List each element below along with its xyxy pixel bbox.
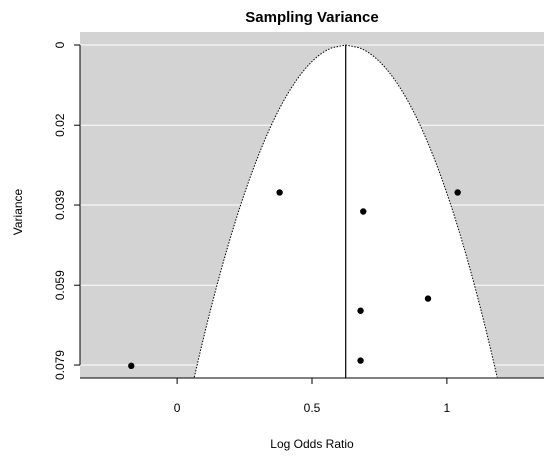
x-tick-label-2: 1 — [444, 401, 451, 415]
x-axis: 0 0.5 1 — [80, 377, 544, 415]
y-tick-label-2: 0.039 — [53, 190, 67, 220]
x-tick-label-0: 0 — [174, 401, 181, 415]
chart-title: Sampling Variance — [245, 9, 378, 26]
study-point-4 — [454, 189, 461, 196]
study-point-5 — [424, 295, 432, 302]
x-axis-label: Log Odds Ratio — [270, 437, 354, 451]
y-tick-label-1: 0.02 — [53, 113, 67, 137]
study-point-6 — [357, 307, 364, 314]
study-point-7 — [357, 357, 364, 364]
study-point-3 — [360, 208, 367, 215]
y-axis-label: Variance — [11, 188, 25, 235]
y-axis: 0 0.02 0.039 0.059 0.079 — [53, 41, 81, 380]
y-tick-label-4: 0.079 — [53, 350, 67, 380]
plot-area — [80, 32, 544, 378]
study-point-2 — [276, 189, 283, 196]
study-points — [128, 189, 461, 370]
study-point-1 — [128, 362, 135, 370]
y-tick-label-3: 0.059 — [53, 270, 67, 300]
y-tick-label-0: 0 — [53, 41, 67, 48]
x-tick-label-1: 0.5 — [304, 401, 321, 415]
